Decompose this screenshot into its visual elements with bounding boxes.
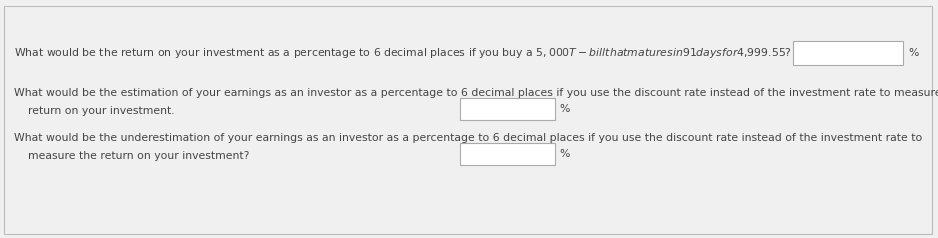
Text: %: %	[559, 149, 569, 159]
Text: %: %	[559, 104, 569, 114]
Bar	[460, 98, 555, 120]
Text: return on your investment.: return on your investment.	[14, 106, 174, 116]
Bar	[460, 143, 555, 165]
Text: What would be the return on your investment as a percentage to 6 decimal places : What would be the return on your investm…	[14, 46, 792, 60]
Text: measure the return on your investment?: measure the return on your investment?	[14, 151, 250, 161]
Bar	[793, 41, 903, 65]
Text: What would be the underestimation of your earnings as an investor as a percentag: What would be the underestimation of you…	[14, 133, 922, 143]
Text: %: %	[908, 48, 918, 58]
Text: What would be the estimation of your earnings as an investor as a percentage to : What would be the estimation of your ear…	[14, 88, 938, 98]
